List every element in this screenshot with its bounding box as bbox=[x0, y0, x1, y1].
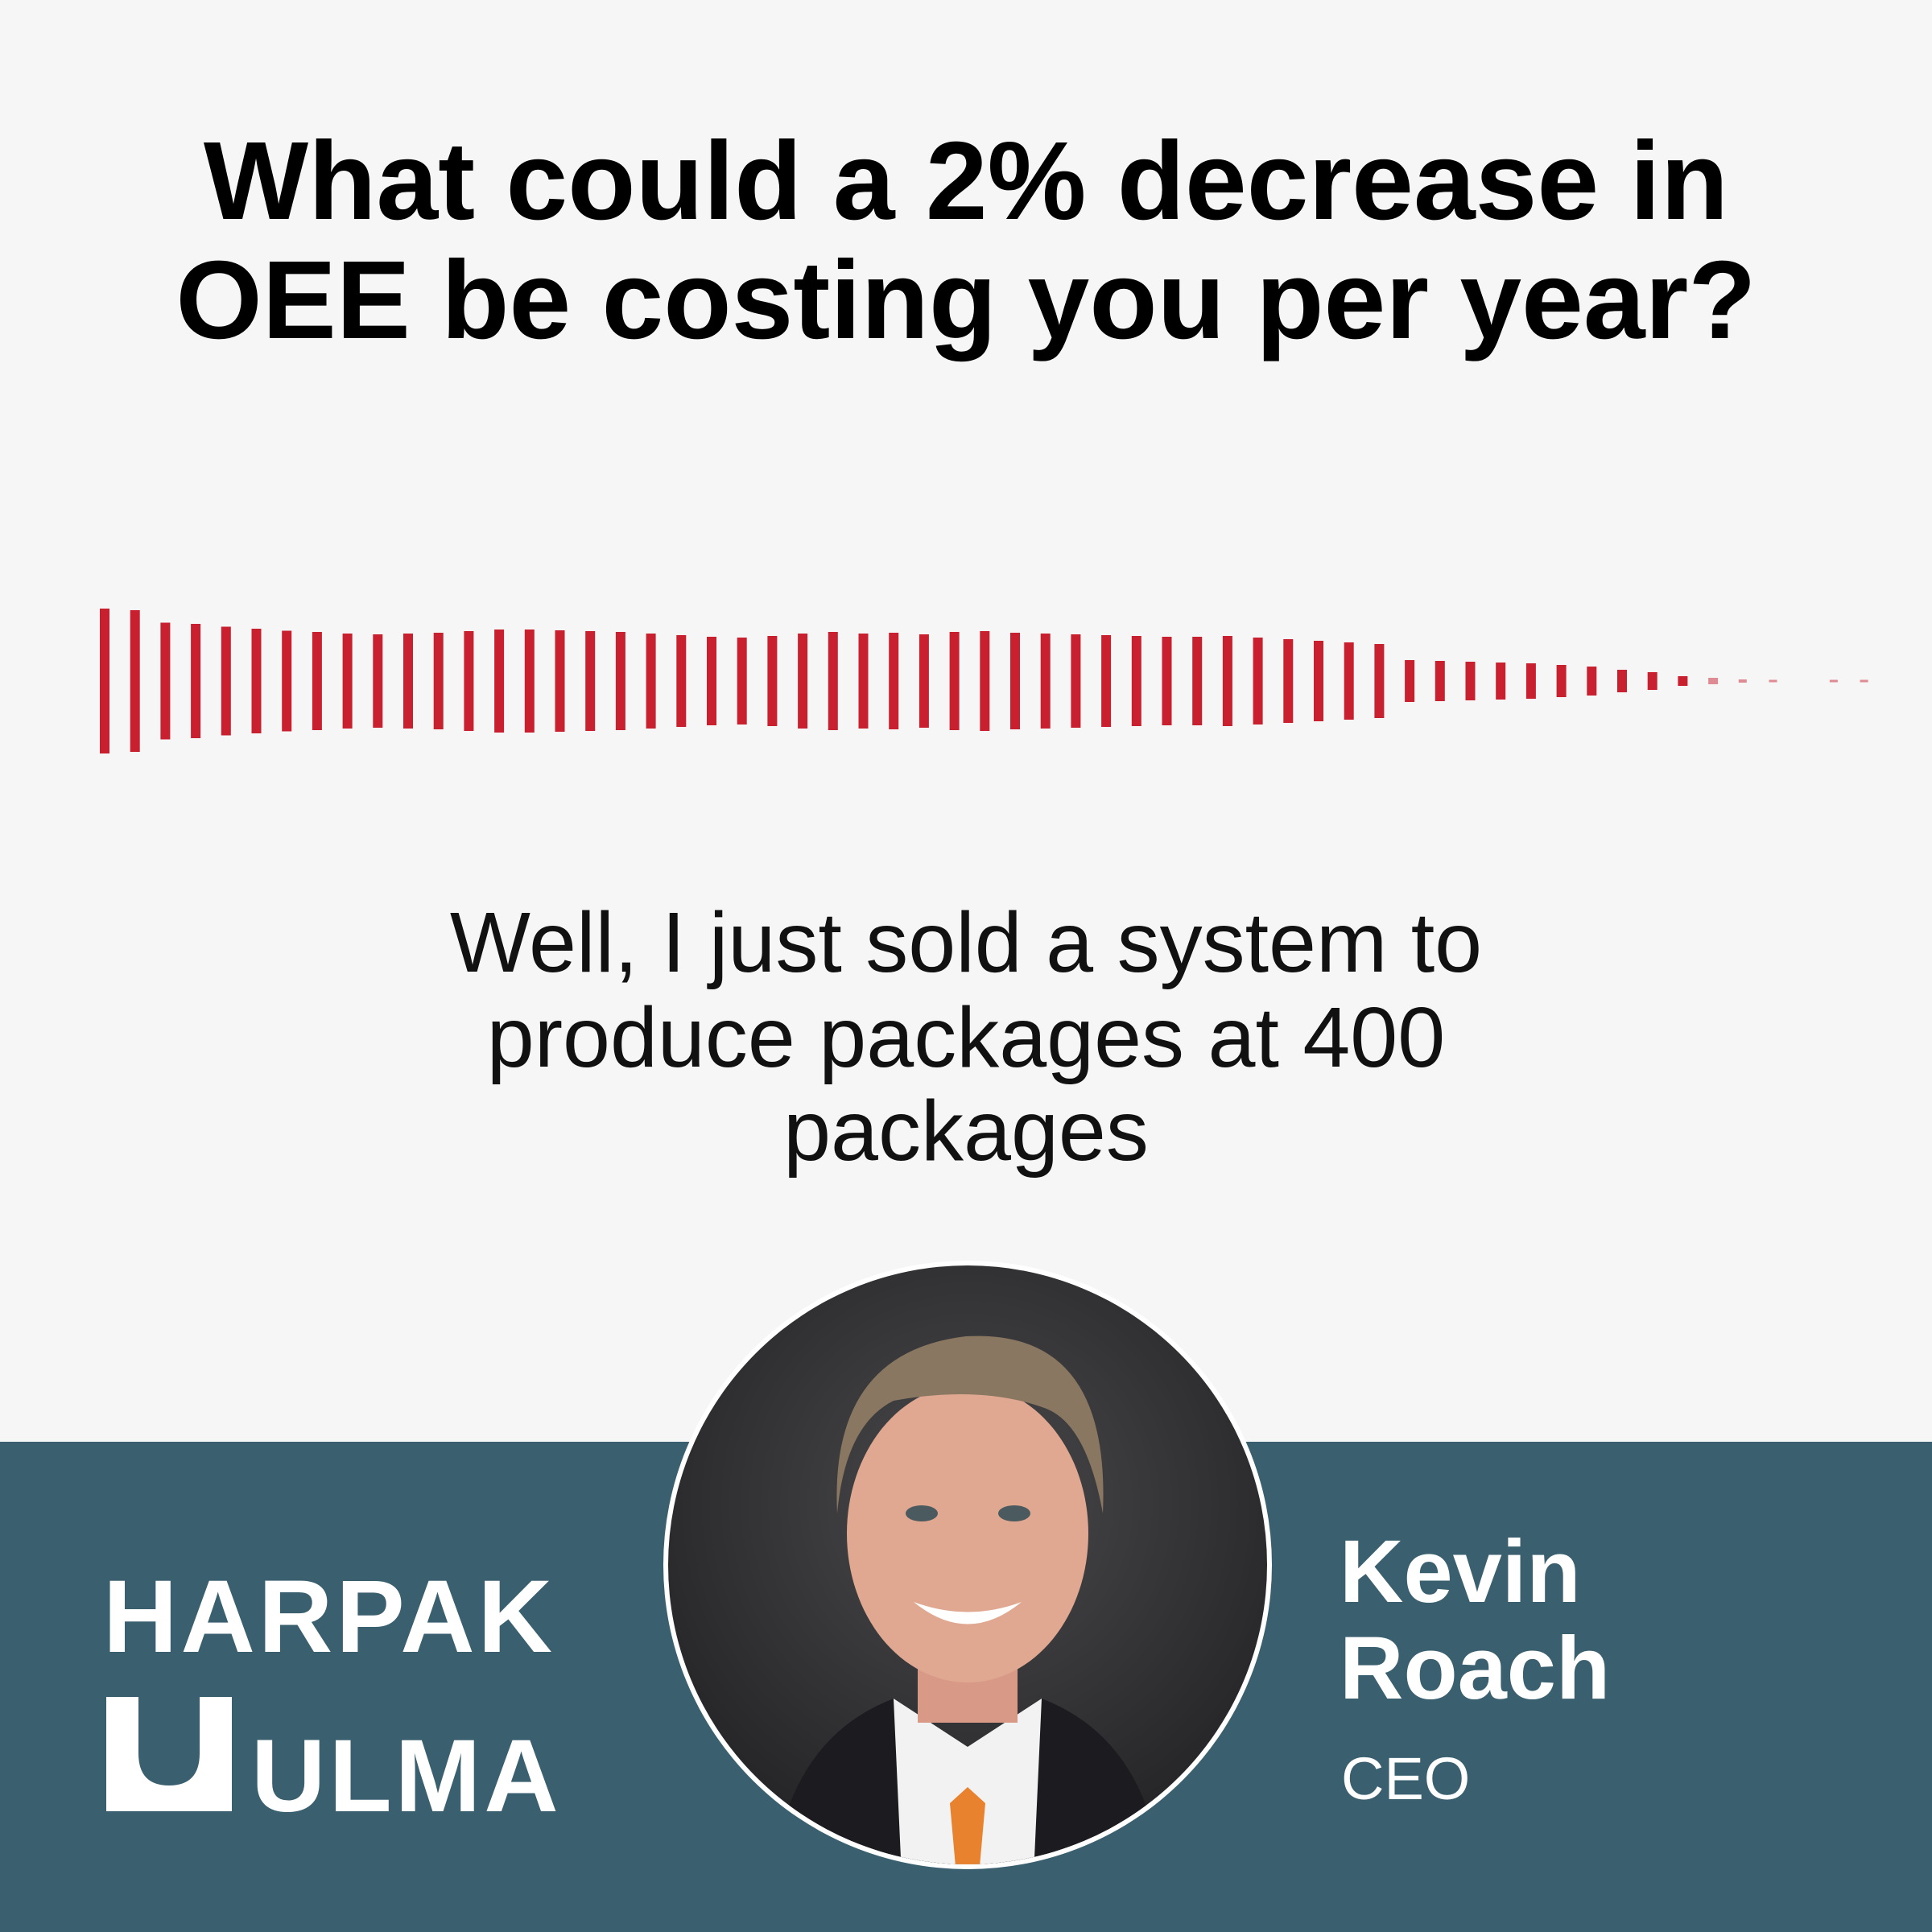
speaker-role: CEO bbox=[1341, 1745, 1470, 1812]
wave-bar bbox=[160, 622, 171, 740]
wave-bar bbox=[1465, 662, 1476, 700]
wave-bar bbox=[130, 610, 140, 752]
wave-bar bbox=[1314, 641, 1323, 721]
wave-bar bbox=[858, 634, 869, 729]
wave-bar bbox=[1162, 637, 1172, 725]
wave-bar bbox=[251, 629, 262, 733]
wave-bar bbox=[1617, 670, 1627, 692]
wave-bar bbox=[1678, 676, 1688, 686]
wave-bar bbox=[676, 635, 687, 727]
wave-bar bbox=[798, 634, 808, 729]
wave-bar bbox=[555, 630, 565, 732]
wave-bar bbox=[585, 631, 596, 731]
wave-bar bbox=[1344, 642, 1354, 720]
wave-bar bbox=[980, 631, 990, 731]
wave-bar bbox=[1525, 663, 1536, 699]
wave-bar bbox=[312, 632, 322, 730]
wave-bar bbox=[1647, 672, 1657, 690]
wave-bar bbox=[1101, 635, 1112, 727]
wave-bar bbox=[1374, 644, 1385, 718]
wave-bar bbox=[1769, 679, 1777, 683]
wave-bar bbox=[1283, 639, 1294, 723]
avatar-photo bbox=[668, 1265, 1267, 1864]
caption-line: Well, I just sold a system to bbox=[450, 895, 1482, 990]
wave-bar bbox=[1040, 634, 1051, 729]
wave-bar bbox=[828, 632, 838, 730]
wave-bar bbox=[1556, 665, 1567, 697]
wave-bar bbox=[191, 624, 201, 738]
wave-bar bbox=[646, 634, 656, 729]
logo-text: HARPAK bbox=[103, 1559, 555, 1674]
wave-bar bbox=[100, 609, 109, 753]
wave-bar bbox=[707, 637, 716, 725]
wave-bar bbox=[1192, 637, 1203, 725]
wave-bar bbox=[1071, 634, 1081, 728]
speaker-name: Roach bbox=[1340, 1619, 1610, 1718]
wave-bar bbox=[1860, 679, 1868, 683]
wave-bar bbox=[767, 636, 778, 726]
wave-bar bbox=[524, 630, 535, 733]
title-line: What could a 2% decrease in bbox=[204, 119, 1728, 243]
wave-bar bbox=[1222, 636, 1232, 726]
logo: HARPAK ULMA bbox=[103, 1559, 562, 1834]
wave-bar bbox=[342, 634, 353, 729]
wave-bar bbox=[1708, 678, 1719, 684]
logo-text: ULMA bbox=[251, 1719, 562, 1834]
wave-bar bbox=[373, 634, 383, 728]
wave-bar bbox=[919, 634, 929, 728]
wave-bar bbox=[1405, 660, 1415, 702]
wave-bar bbox=[889, 633, 899, 729]
wave-bar bbox=[221, 626, 231, 736]
speaker-name: Kevin bbox=[1340, 1522, 1581, 1621]
title-line: OEE be costing you per year? bbox=[175, 238, 1756, 362]
caption-line: produce packages at 400 bbox=[487, 990, 1445, 1085]
wave-bar bbox=[433, 633, 444, 729]
wave-bar bbox=[494, 630, 505, 733]
wave-bar bbox=[1010, 633, 1020, 729]
waveform bbox=[100, 609, 1868, 753]
wave-bar bbox=[1496, 663, 1506, 700]
wave-bar bbox=[1738, 679, 1747, 683]
wave-bar bbox=[737, 638, 747, 724]
wave-bar bbox=[1829, 679, 1838, 683]
wave-bar bbox=[615, 632, 625, 730]
wave-bar bbox=[1435, 661, 1445, 701]
wave-bar bbox=[464, 631, 474, 731]
wave-bar bbox=[403, 634, 413, 729]
wave-bar bbox=[1587, 667, 1597, 696]
wave-bar bbox=[949, 632, 960, 730]
wave-bar bbox=[1253, 638, 1263, 724]
caption-line: packages bbox=[783, 1084, 1149, 1179]
avatar bbox=[663, 1261, 1272, 1869]
logo-icon bbox=[106, 1697, 232, 1811]
wave-bar bbox=[282, 630, 292, 732]
wave-bar bbox=[1131, 636, 1141, 726]
